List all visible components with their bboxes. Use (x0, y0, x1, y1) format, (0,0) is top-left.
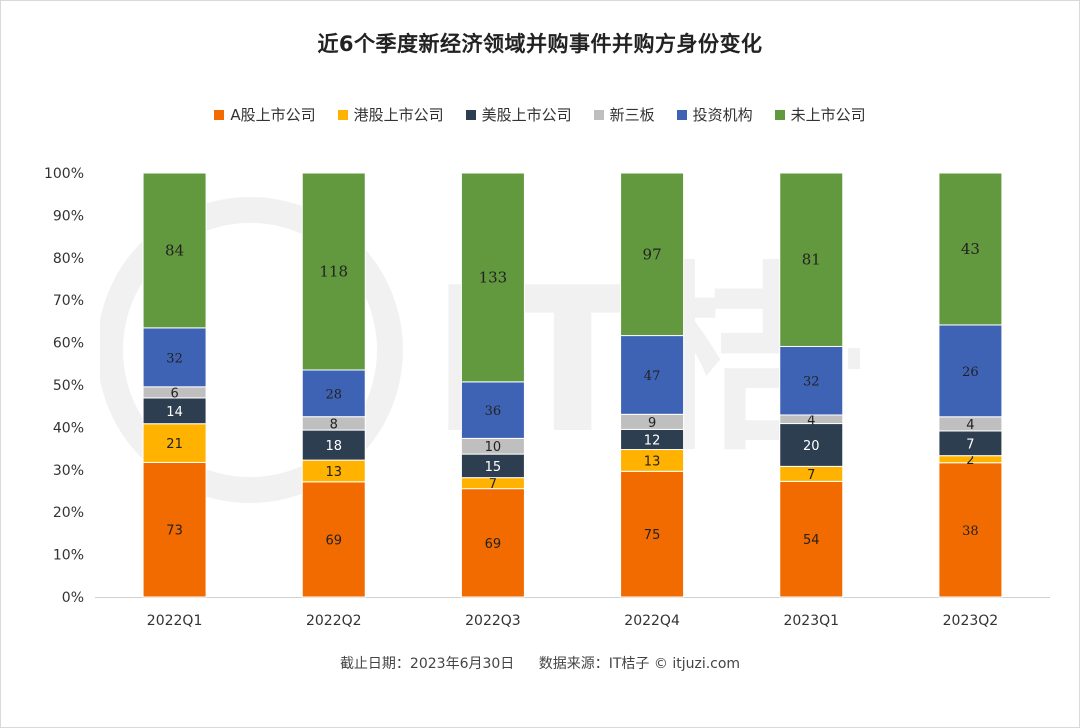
x-tick-label: 2022Q1 (147, 613, 203, 629)
legend-label: 美股上市公司 (481, 106, 572, 124)
data-label: 15 (485, 460, 502, 475)
data-source: 数据来源：IT桔子 © itjuzi.com (538, 656, 741, 672)
bar-segment (620, 172, 685, 337)
bar-segment (460, 172, 525, 383)
legend-label: A股上市公司 (230, 106, 316, 124)
stacked-bar-chart: 0% 10% 20% 30% 40% 50% 60% 70% 80% 90% 100% 73 21 14 6… (44, 166, 1050, 629)
chart-title: 近6个季度新经济领域并购事件并购方身份变化 (317, 32, 763, 56)
bar-segment (142, 397, 207, 425)
data-label: 6 (170, 386, 178, 401)
legend-swatch (593, 110, 604, 120)
bar-segment (938, 462, 1003, 598)
data-label: 14 (166, 405, 183, 420)
bar-segment (301, 172, 366, 371)
legend-label: 未上市公司 (790, 106, 866, 124)
data-label: 7 (807, 468, 815, 483)
data-label: 7 (489, 477, 497, 492)
data-label: 43 (961, 240, 980, 258)
data-label: 32 (803, 375, 820, 390)
y-tick-label: 0% (62, 590, 84, 606)
bar-segment (779, 172, 844, 347)
bar-segment (301, 369, 366, 418)
legend-label: 投资机构 (692, 106, 753, 124)
y-tick-label: 60% (53, 336, 84, 352)
legend-swatch (676, 110, 687, 120)
legend-label: 港股上市公司 (353, 106, 444, 124)
y-tick-label: 20% (53, 505, 84, 521)
y-tick-label: 10% (53, 548, 84, 564)
cutoff-date: 截止日期：2023年6月30日 (339, 656, 515, 672)
data-label: 12 (644, 433, 661, 448)
data-label: 38 (962, 524, 979, 539)
data-label: 9 (648, 416, 656, 431)
data-label: 20 (803, 439, 820, 454)
x-tick-label: 2023Q2 (943, 613, 999, 629)
data-label: 28 (325, 387, 342, 402)
data-label: 32 (166, 351, 183, 366)
legend-item: 美股上市公司 (465, 104, 572, 125)
chart-footer: 截止日期：2023年6月30日 数据来源：IT桔子 © itjuzi.com (0, 653, 1080, 673)
data-label: 133 (479, 268, 508, 286)
data-label: 4 (966, 418, 974, 433)
data-label: 10 (485, 440, 502, 455)
legend-item: A股上市公司 (214, 104, 316, 125)
bar-segment (301, 481, 366, 598)
x-tick-label: 2023Q1 (783, 613, 839, 629)
bar-segment (620, 470, 685, 598)
bar-segment (142, 423, 207, 463)
data-label: 2 (966, 453, 974, 468)
data-label: 54 (803, 533, 820, 548)
bar-segment (779, 345, 844, 416)
legend-swatch (774, 110, 785, 120)
bar-segment (938, 324, 1003, 418)
y-tick-label: 30% (53, 463, 84, 479)
bar-segment (779, 423, 844, 467)
bar-segment (938, 430, 1003, 457)
data-label: 18 (325, 439, 342, 454)
data-label: 13 (644, 454, 661, 469)
legend-item: 港股上市公司 (337, 104, 444, 125)
legend-swatch (337, 110, 348, 120)
data-label: 7 (966, 437, 974, 452)
data-label: 36 (485, 404, 502, 419)
bar-segment (142, 461, 207, 598)
data-label: 69 (485, 537, 502, 552)
data-label: 75 (644, 528, 661, 543)
y-tick-label: 40% (53, 420, 84, 436)
bar-segment (938, 172, 1003, 326)
y-tick-label: 100% (44, 166, 84, 182)
data-label: 8 (330, 417, 338, 432)
legend-swatch (465, 110, 476, 120)
y-tick-label: 70% (53, 293, 84, 309)
data-label: 47 (644, 369, 661, 384)
data-label: 69 (325, 533, 342, 548)
chart-legend: A股上市公司 港股上市公司 美股上市公司 新三板 投资机构 未上市公司 (0, 104, 1080, 125)
data-label: 81 (802, 251, 821, 269)
x-tick-label: 2022Q3 (465, 613, 521, 629)
data-label: 26 (962, 365, 979, 380)
legend-item: 未上市公司 (774, 104, 866, 125)
bar-segment (142, 327, 207, 388)
x-tick-label: 2022Q4 (624, 613, 680, 629)
data-label: 73 (166, 524, 183, 539)
legend-swatch (214, 110, 225, 120)
data-label: 84 (165, 241, 184, 259)
data-label: 118 (319, 262, 348, 280)
bar-segment (460, 488, 525, 598)
y-tick-label: 80% (53, 251, 84, 267)
data-label: 4 (807, 413, 815, 428)
bar-segment (142, 172, 207, 329)
legend-label: 新三板 (609, 106, 655, 124)
data-label: 13 (325, 465, 342, 480)
bar-segment (620, 335, 685, 415)
data-label: 21 (166, 437, 183, 452)
bar-segment (779, 480, 844, 598)
legend-item: 投资机构 (676, 104, 753, 125)
legend-item: 新三板 (593, 104, 655, 125)
data-label: 97 (643, 245, 662, 263)
x-tick-label: 2022Q2 (306, 613, 362, 629)
y-tick-label: 90% (53, 208, 84, 224)
y-tick-label: 50% (53, 378, 84, 394)
